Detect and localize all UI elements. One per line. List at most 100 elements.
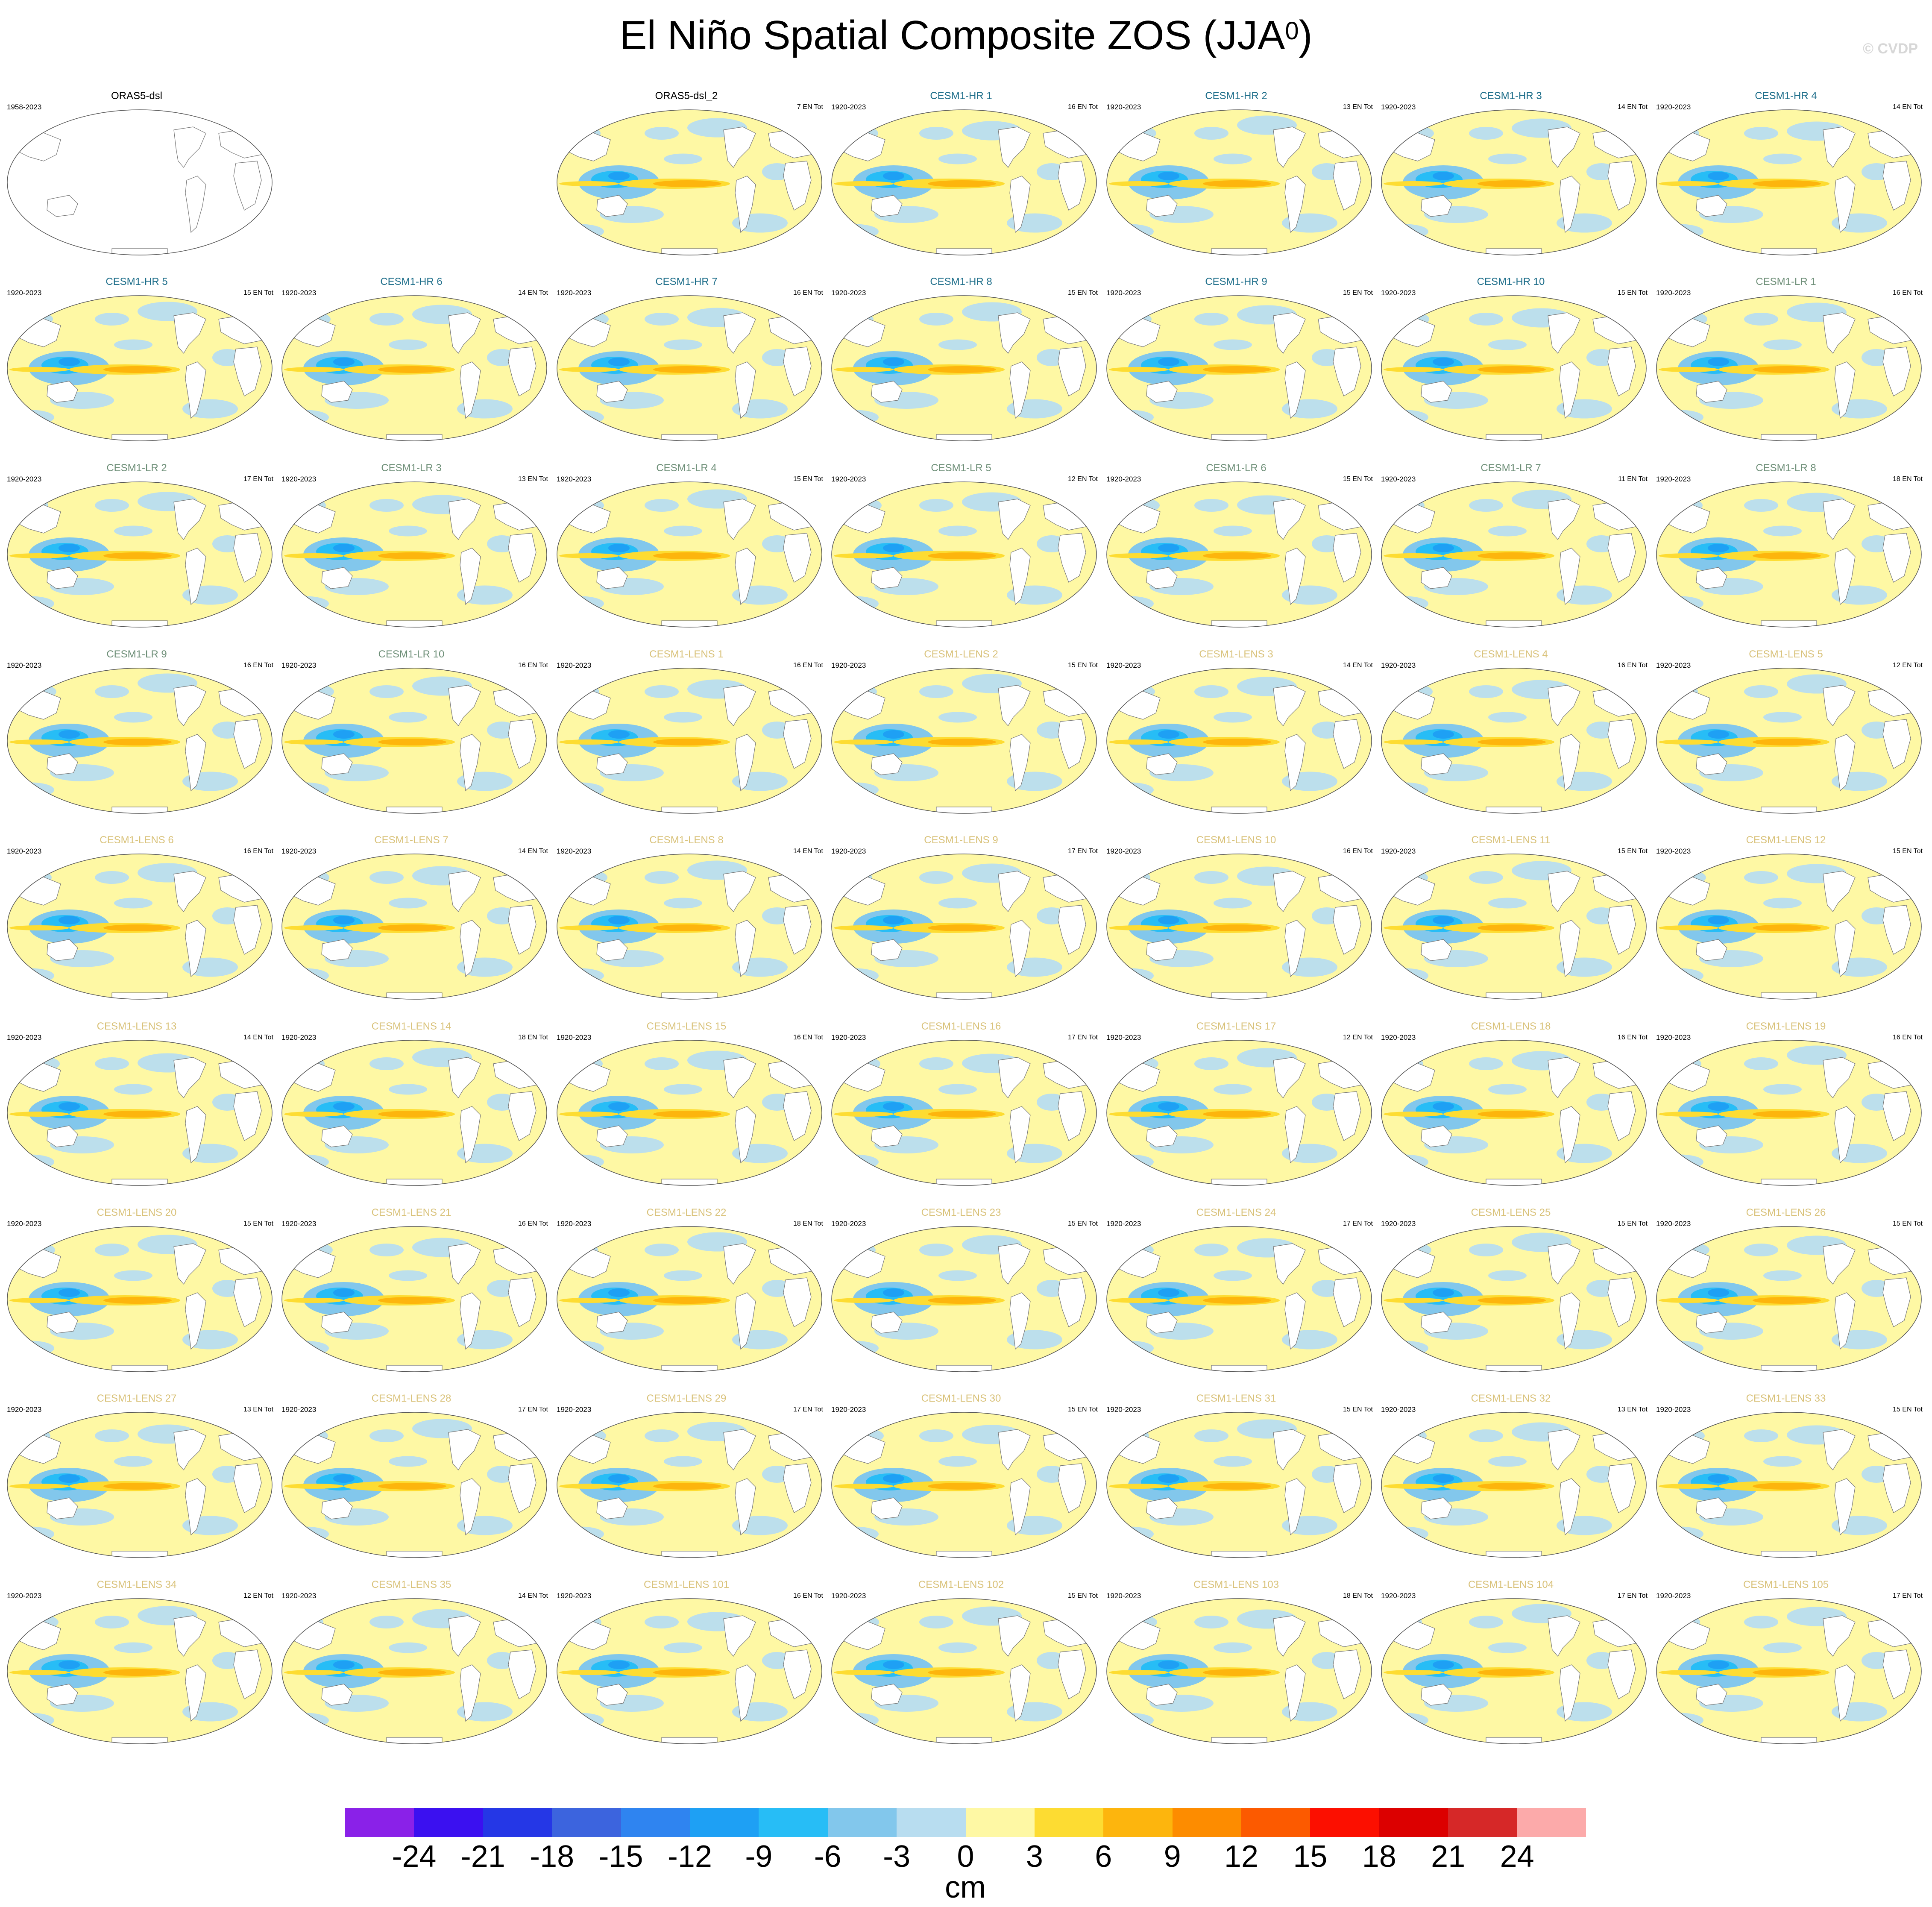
map-panel: CESM1-LENS 32 1920-2023 13 EN Tot: [1374, 1392, 1648, 1563]
map-outline: [281, 854, 547, 1000]
map-panel: CESM1-LENS 11 1920-2023 15 EN Tot: [1374, 834, 1648, 1005]
map-area: [5, 108, 274, 257]
panel-years: 1920-2023: [7, 1592, 42, 1600]
panel-event-count: 14 EN Tot: [518, 1592, 548, 1599]
panel-title: CESM1-LENS 25: [1471, 1207, 1551, 1218]
map-area: [555, 108, 824, 257]
map-area: [5, 666, 274, 816]
panel-years: 1920-2023: [831, 289, 866, 297]
map-panel: CESM1-HR 9 1920-2023 15 EN Tot: [1099, 276, 1373, 446]
panel-title: CESM1-LENS 29: [646, 1393, 727, 1404]
panel-event-count: 13 EN Tot: [243, 1406, 273, 1413]
world-map-svg: [281, 1598, 547, 1744]
map-panel: CESM1-LENS 29 1920-2023 17 EN Tot: [550, 1392, 823, 1563]
world-map-svg: [557, 481, 822, 628]
panel-title: CESM1-HR 10: [1477, 276, 1545, 288]
panel-years: 1920-2023: [281, 1220, 317, 1228]
map-area: [555, 1038, 824, 1188]
world-map-svg: [831, 481, 1097, 628]
map-outline: [831, 109, 1097, 255]
map-outline: [831, 1040, 1097, 1186]
world-map-svg: [1381, 1226, 1647, 1372]
map-outline: [281, 1226, 547, 1372]
map-panel: CESM1-HR 6 1920-2023 14 EN Tot: [275, 276, 548, 446]
map-panel: CESM1-LENS 2 1920-2023 15 EN Tot: [824, 648, 1098, 819]
map-panel: CESM1-LENS 17 1920-2023 12 EN Tot: [1099, 1020, 1373, 1191]
map-panel: CESM1-LENS 105 1920-2023 17 EN Tot: [1649, 1578, 1923, 1749]
panel-years: 1920-2023: [7, 1220, 42, 1228]
panel-title: CESM1-LENS 22: [646, 1207, 727, 1218]
world-map-svg: [1381, 481, 1647, 628]
panel-title: CESM1-LENS 26: [1746, 1207, 1826, 1218]
map-panel: CESM1-LENS 31 1920-2023 15 EN Tot: [1099, 1392, 1373, 1563]
panel-title: CESM1-LENS 104: [1468, 1579, 1554, 1590]
map-outline: [831, 1598, 1097, 1744]
panel-title: CESM1-LENS 20: [97, 1207, 177, 1218]
panel-title: CESM1-LENS 27: [97, 1393, 177, 1404]
map-outline: [557, 109, 822, 255]
panel-years: 1920-2023: [557, 661, 592, 669]
map-area: [830, 293, 1099, 443]
map-area: [1105, 1596, 1374, 1746]
map-outline: [557, 668, 822, 814]
map-area: [1379, 293, 1648, 443]
panel-event-count: 12 EN Tot: [1893, 662, 1923, 669]
panel-years: 1920-2023: [1656, 1033, 1691, 1042]
map-panel: CESM1-HR 7 1920-2023 16 EN Tot: [550, 276, 823, 446]
world-map-svg: [1656, 1412, 1922, 1558]
panel-title: CESM1-LENS 19: [1746, 1021, 1826, 1032]
map-panel: CESM1-LENS 24 1920-2023 17 EN Tot: [1099, 1206, 1373, 1377]
map-outline: [1106, 854, 1372, 1000]
map-outline: [1656, 295, 1922, 441]
panel-event-count: 11 EN Tot: [1618, 475, 1648, 483]
world-map-svg: [1381, 295, 1647, 441]
panel-years: 1920-2023: [1381, 475, 1416, 483]
colorbar-tick-label: -3: [883, 1840, 911, 1874]
map-panel: CESM1-LENS 30 1920-2023 15 EN Tot: [824, 1392, 1098, 1563]
colorbar-tick-label: 12: [1224, 1840, 1259, 1874]
world-map-svg: [1656, 1598, 1922, 1744]
colorbar-tick-label: -15: [598, 1840, 643, 1874]
panel-title: CESM1-LENS 12: [1746, 834, 1826, 846]
map-area: [280, 293, 549, 443]
map-area: [555, 480, 824, 629]
map-outline: [7, 295, 273, 441]
world-map-svg: [1656, 854, 1922, 1000]
world-map-svg: [1656, 1040, 1922, 1186]
panel-event-count: 15 EN Tot: [1068, 1406, 1098, 1413]
map-outline: [1106, 1040, 1372, 1186]
panel-event-count: 16 EN Tot: [1618, 1034, 1648, 1041]
map-area: [280, 480, 549, 629]
colorbar-box: [414, 1808, 484, 1837]
world-map-svg: [1106, 1226, 1372, 1372]
panel-event-count: 15 EN Tot: [1893, 848, 1923, 855]
map-area: [5, 1224, 274, 1374]
map-panel: CESM1-LENS 8 1920-2023 14 EN Tot: [550, 834, 823, 1005]
world-map-svg: [1656, 109, 1922, 255]
panel-event-count: 15 EN Tot: [1068, 289, 1098, 296]
colorbar-tick-label: -18: [530, 1840, 575, 1874]
map-area: [1654, 1224, 1923, 1374]
panel-years: 1920-2023: [1106, 847, 1141, 855]
map-outline: [557, 854, 822, 1000]
panel-grid: ORAS5-dsl 1958-2023 ORAS5-dsl_2 7 EN Tot CES…: [0, 90, 1923, 1749]
world-map-svg: [281, 295, 547, 441]
map-panel: CESM1-LENS 27 1920-2023 13 EN Tot: [0, 1392, 273, 1563]
map-area: [1379, 480, 1648, 629]
world-map-svg: [1656, 481, 1922, 628]
colorbar-tick-label: -12: [667, 1840, 712, 1874]
panel-title: CESM1-LENS 34: [97, 1579, 177, 1590]
map-outline: [1656, 1226, 1922, 1372]
map-area: [555, 1224, 824, 1374]
world-map-svg: [7, 481, 273, 628]
panel-event-count: 13 EN Tot: [1343, 103, 1373, 111]
map-panel: CESM1-LR 1 1920-2023 16 EN Tot: [1649, 276, 1923, 446]
map-outline: [281, 1598, 547, 1744]
panel-years: 1920-2023: [831, 103, 866, 111]
map-outline: [831, 1412, 1097, 1558]
credit-watermark: © CVDP: [1863, 41, 1918, 57]
map-area: [830, 1410, 1099, 1560]
panel-years: 1920-2023: [557, 1405, 592, 1414]
map-area: [5, 480, 274, 629]
map-area: [1379, 1224, 1648, 1374]
